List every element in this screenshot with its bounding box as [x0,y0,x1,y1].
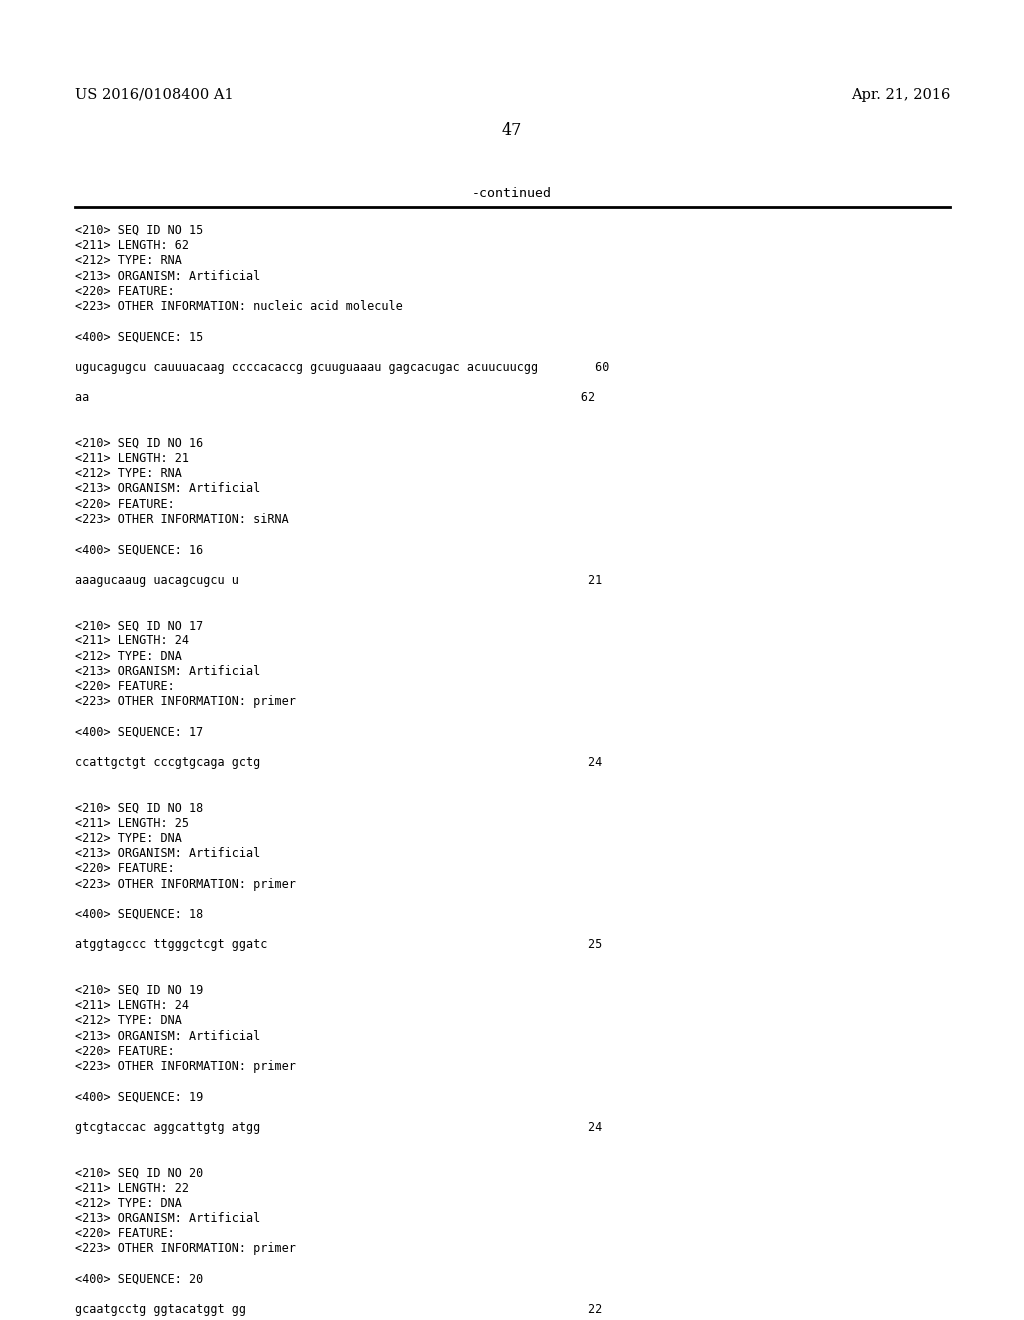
Text: aa                                                                     62: aa 62 [75,391,595,404]
Text: <213> ORGANISM: Artificial: <213> ORGANISM: Artificial [75,665,260,677]
Text: <212> TYPE: DNA: <212> TYPE: DNA [75,649,182,663]
Text: <220> FEATURE:: <220> FEATURE: [75,680,175,693]
Text: <213> ORGANISM: Artificial: <213> ORGANISM: Artificial [75,1030,260,1043]
Text: atggtagccc ttgggctcgt ggatc                                             25: atggtagccc ttgggctcgt ggatc 25 [75,939,602,952]
Text: <212> TYPE: RNA: <212> TYPE: RNA [75,467,182,480]
Text: <212> TYPE: DNA: <212> TYPE: DNA [75,1014,182,1027]
Text: <223> OTHER INFORMATION: primer: <223> OTHER INFORMATION: primer [75,1060,296,1073]
Text: <211> LENGTH: 24: <211> LENGTH: 24 [75,635,189,647]
Text: <400> SEQUENCE: 17: <400> SEQUENCE: 17 [75,726,203,739]
Text: <220> FEATURE:: <220> FEATURE: [75,862,175,875]
Text: <210> SEQ ID NO 18: <210> SEQ ID NO 18 [75,801,203,814]
Text: 47: 47 [502,121,522,139]
Text: gcaatgcctg ggtacatggt gg                                                22: gcaatgcctg ggtacatggt gg 22 [75,1303,602,1316]
Text: <211> LENGTH: 22: <211> LENGTH: 22 [75,1181,189,1195]
Text: ugucagugcu cauuuacaag ccccacaccg gcuuguaaau gagcacugac acuucuucgg        60: ugucagugcu cauuuacaag ccccacaccg gcuugua… [75,360,609,374]
Text: <211> LENGTH: 62: <211> LENGTH: 62 [75,239,189,252]
Text: <210> SEQ ID NO 17: <210> SEQ ID NO 17 [75,619,203,632]
Text: <400> SEQUENCE: 16: <400> SEQUENCE: 16 [75,544,203,556]
Text: <213> ORGANISM: Artificial: <213> ORGANISM: Artificial [75,269,260,282]
Text: <223> OTHER INFORMATION: primer: <223> OTHER INFORMATION: primer [75,1242,296,1255]
Text: <223> OTHER INFORMATION: nucleic acid molecule: <223> OTHER INFORMATION: nucleic acid mo… [75,300,402,313]
Text: <210> SEQ ID NO 15: <210> SEQ ID NO 15 [75,224,203,238]
Text: <220> FEATURE:: <220> FEATURE: [75,498,175,511]
Text: <210> SEQ ID NO 19: <210> SEQ ID NO 19 [75,983,203,997]
Text: <213> ORGANISM: Artificial: <213> ORGANISM: Artificial [75,847,260,861]
Text: <213> ORGANISM: Artificial: <213> ORGANISM: Artificial [75,1212,260,1225]
Text: -continued: -continued [472,187,552,201]
Text: <210> SEQ ID NO 16: <210> SEQ ID NO 16 [75,437,203,450]
Text: <220> FEATURE:: <220> FEATURE: [75,285,175,298]
Text: <211> LENGTH: 24: <211> LENGTH: 24 [75,999,189,1012]
Text: <220> FEATURE:: <220> FEATURE: [75,1045,175,1057]
Text: <400> SEQUENCE: 15: <400> SEQUENCE: 15 [75,330,203,343]
Text: <400> SEQUENCE: 19: <400> SEQUENCE: 19 [75,1090,203,1104]
Text: <400> SEQUENCE: 18: <400> SEQUENCE: 18 [75,908,203,921]
Text: US 2016/0108400 A1: US 2016/0108400 A1 [75,88,233,102]
Text: aaagucaaug uacagcugcu u                                                 21: aaagucaaug uacagcugcu u 21 [75,574,602,586]
Text: <212> TYPE: DNA: <212> TYPE: DNA [75,1197,182,1210]
Text: <220> FEATURE:: <220> FEATURE: [75,1228,175,1241]
Text: <223> OTHER INFORMATION: siRNA: <223> OTHER INFORMATION: siRNA [75,512,289,525]
Text: <211> LENGTH: 25: <211> LENGTH: 25 [75,817,189,830]
Text: ccattgctgt cccgtgcaga gctg                                              24: ccattgctgt cccgtgcaga gctg 24 [75,756,602,770]
Text: <212> TYPE: DNA: <212> TYPE: DNA [75,832,182,845]
Text: Apr. 21, 2016: Apr. 21, 2016 [851,88,950,102]
Text: <211> LENGTH: 21: <211> LENGTH: 21 [75,451,189,465]
Text: <400> SEQUENCE: 20: <400> SEQUENCE: 20 [75,1272,203,1286]
Text: <210> SEQ ID NO 20: <210> SEQ ID NO 20 [75,1167,203,1179]
Text: <212> TYPE: RNA: <212> TYPE: RNA [75,255,182,268]
Text: <223> OTHER INFORMATION: primer: <223> OTHER INFORMATION: primer [75,878,296,891]
Text: gtcgtaccac aggcattgtg atgg                                              24: gtcgtaccac aggcattgtg atgg 24 [75,1121,602,1134]
Text: <213> ORGANISM: Artificial: <213> ORGANISM: Artificial [75,482,260,495]
Text: <223> OTHER INFORMATION: primer: <223> OTHER INFORMATION: primer [75,696,296,709]
